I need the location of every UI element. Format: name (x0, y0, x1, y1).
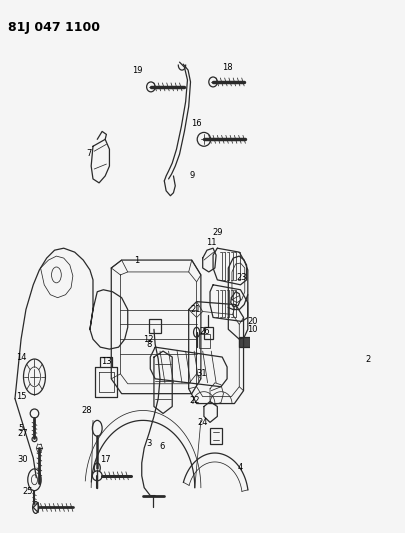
Text: 9: 9 (189, 172, 194, 181)
Circle shape (92, 421, 102, 436)
Ellipse shape (32, 502, 38, 513)
Text: 7: 7 (86, 149, 92, 158)
Text: 19: 19 (131, 66, 142, 75)
Text: 4: 4 (237, 463, 243, 472)
Text: 12: 12 (142, 335, 153, 344)
Ellipse shape (197, 132, 210, 146)
Text: 26: 26 (199, 327, 210, 336)
Text: 29: 29 (211, 228, 222, 237)
Text: 28: 28 (81, 406, 92, 415)
Text: 24: 24 (197, 418, 207, 427)
Circle shape (193, 327, 199, 337)
Text: 81J 047 1100: 81J 047 1100 (8, 21, 99, 34)
Text: 14: 14 (16, 352, 26, 361)
Text: 18: 18 (221, 62, 232, 71)
Text: 2: 2 (365, 354, 370, 364)
Circle shape (23, 359, 45, 394)
Text: 25: 25 (22, 487, 32, 496)
Text: 15: 15 (16, 392, 26, 401)
Text: 23: 23 (236, 273, 246, 282)
Text: 13: 13 (101, 357, 111, 366)
Ellipse shape (208, 77, 217, 87)
Text: 20: 20 (247, 317, 257, 326)
Text: 3: 3 (146, 439, 151, 448)
Bar (198, 334, 209, 348)
Circle shape (94, 463, 100, 473)
Text: 8: 8 (146, 340, 151, 349)
Bar (209, 429, 222, 444)
Text: 22: 22 (189, 396, 200, 405)
Text: 31: 31 (196, 369, 206, 378)
Text: 11: 11 (205, 238, 216, 247)
Ellipse shape (146, 82, 155, 92)
Ellipse shape (92, 471, 102, 481)
Text: 17: 17 (100, 456, 110, 464)
Ellipse shape (30, 409, 38, 418)
Text: 1: 1 (134, 255, 139, 264)
Bar (239, 337, 249, 347)
Text: 27: 27 (17, 429, 28, 438)
Bar (203, 327, 213, 339)
Text: 5: 5 (18, 424, 23, 433)
Text: 16: 16 (191, 119, 201, 128)
Circle shape (28, 469, 41, 491)
Text: 21: 21 (190, 305, 201, 314)
Text: 6: 6 (160, 442, 165, 450)
Text: 10: 10 (247, 325, 257, 334)
Bar (149, 319, 161, 333)
Ellipse shape (32, 437, 37, 442)
Text: 30: 30 (17, 456, 28, 464)
